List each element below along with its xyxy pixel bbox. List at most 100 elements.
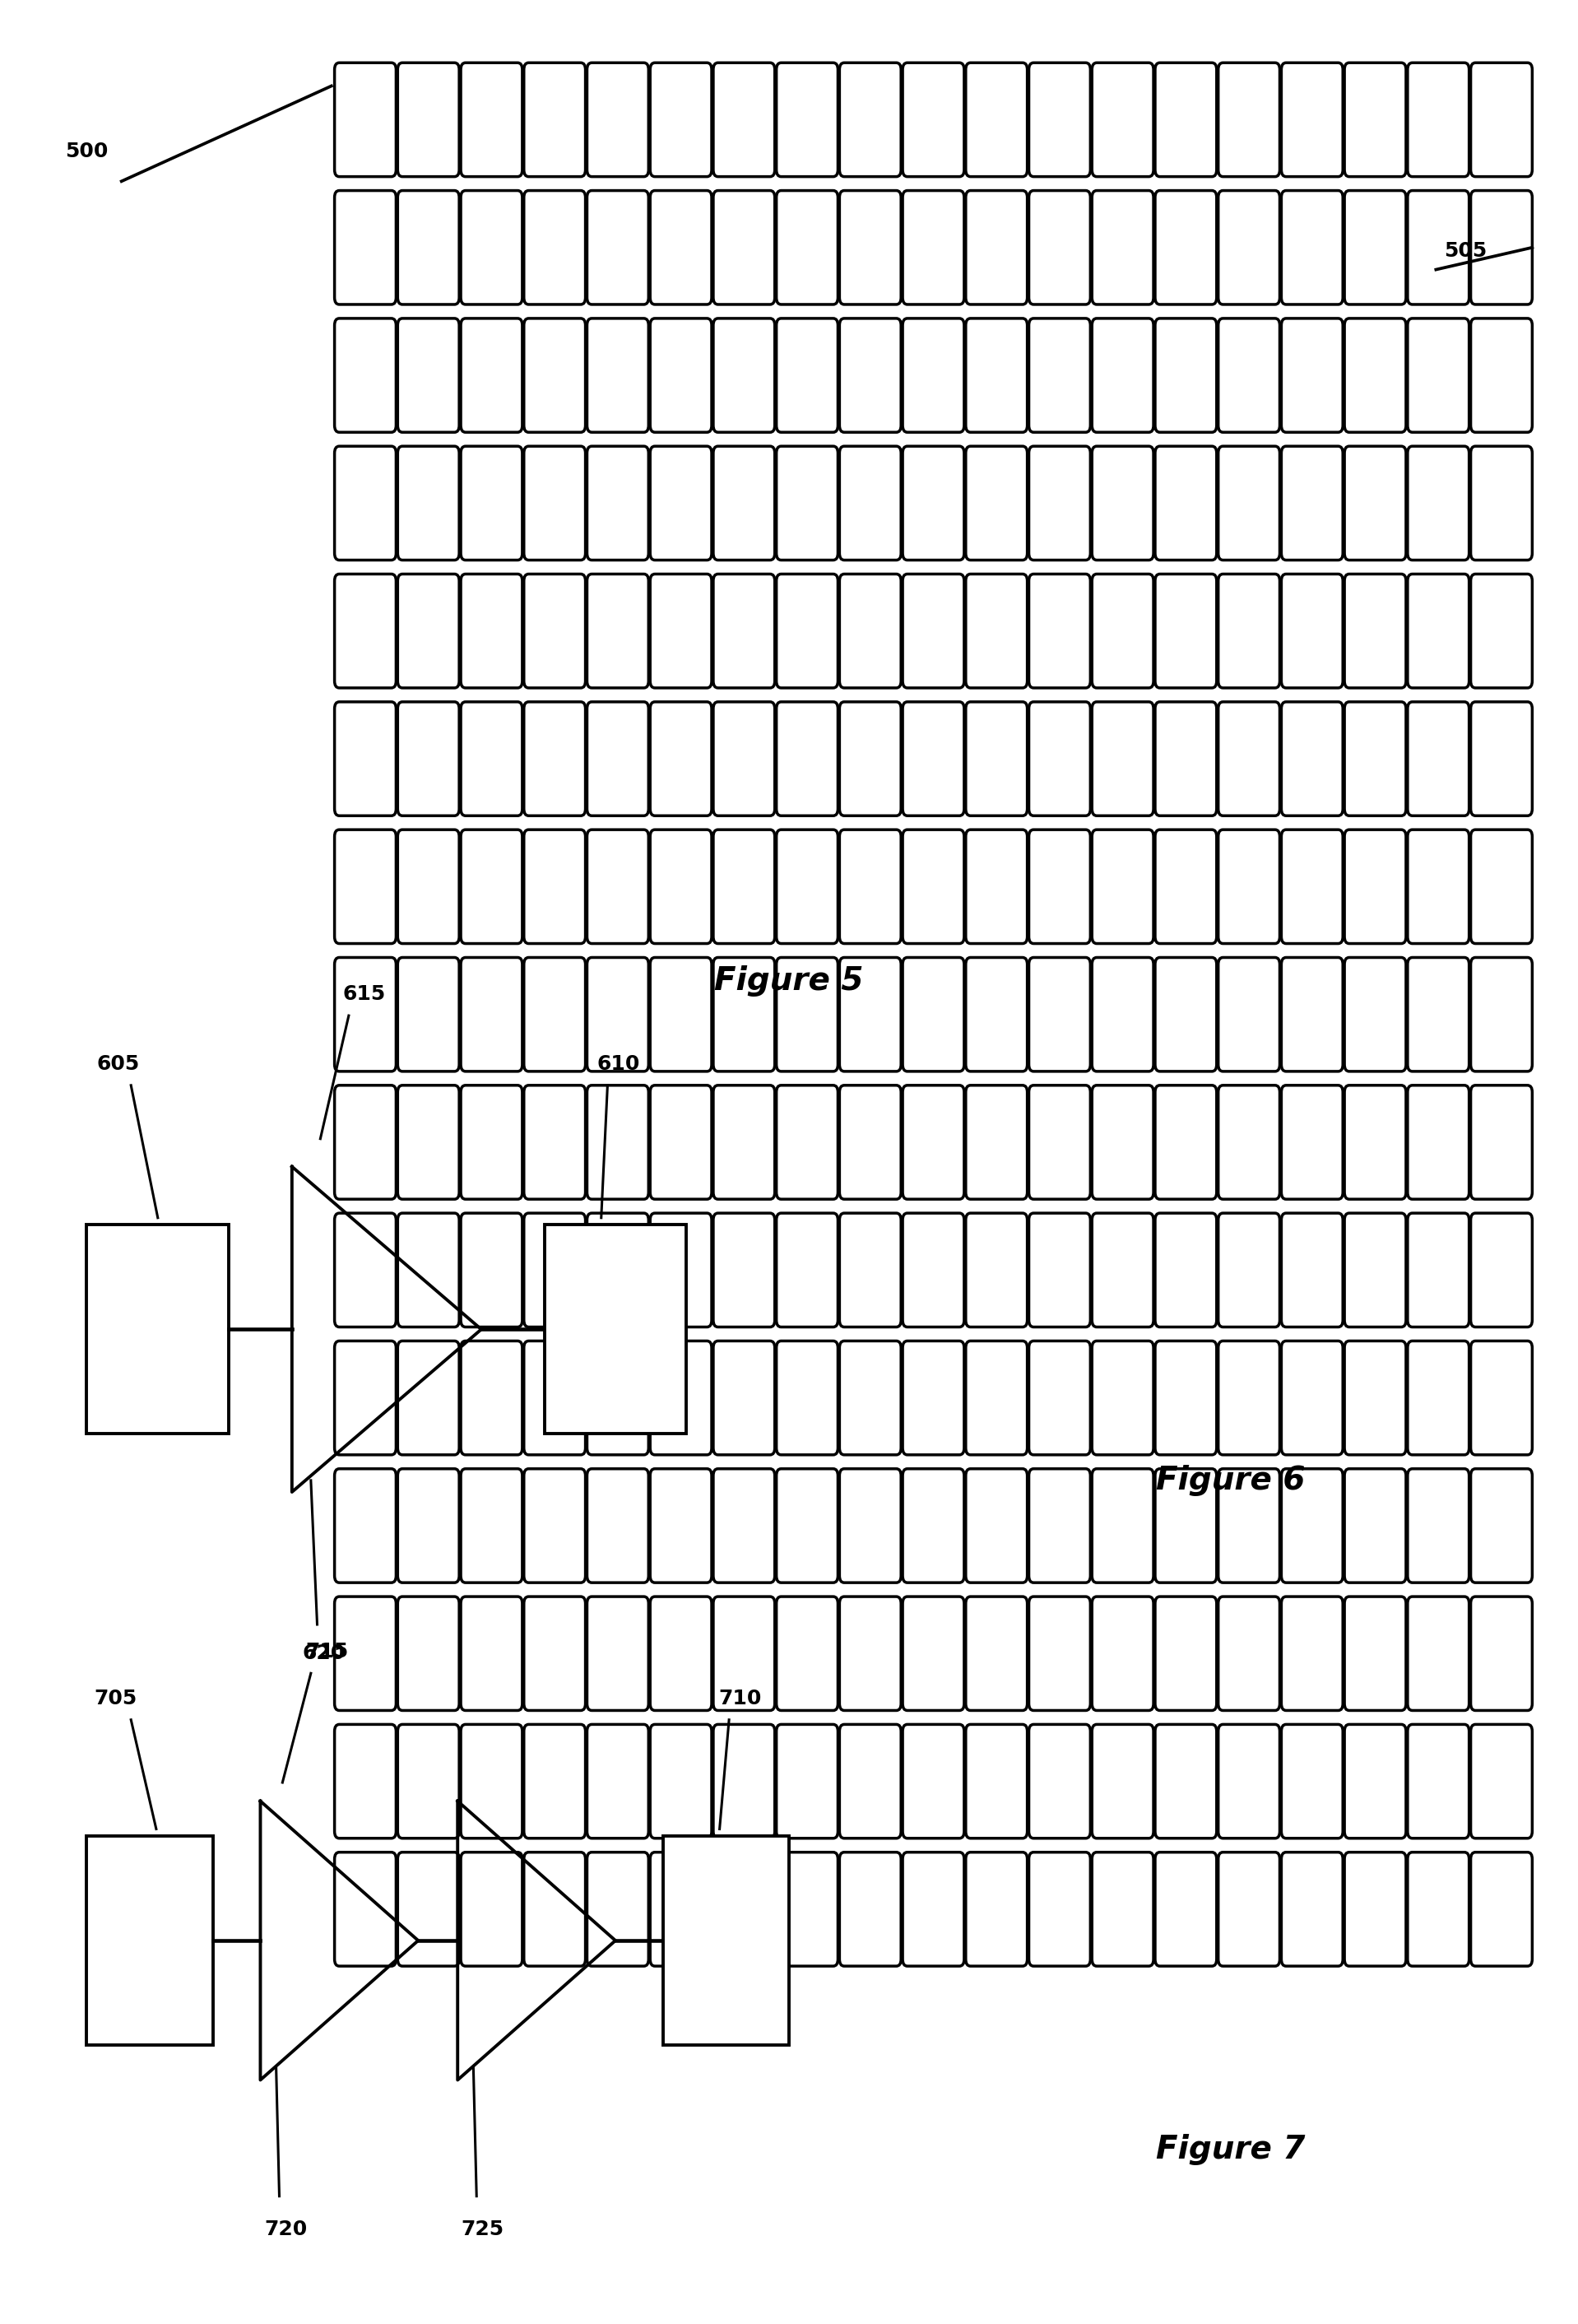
FancyBboxPatch shape xyxy=(335,63,396,177)
FancyBboxPatch shape xyxy=(776,1597,838,1710)
FancyBboxPatch shape xyxy=(1408,1597,1469,1710)
FancyBboxPatch shape xyxy=(1281,1852,1343,1966)
FancyBboxPatch shape xyxy=(1155,63,1217,177)
FancyBboxPatch shape xyxy=(650,1085,712,1199)
FancyBboxPatch shape xyxy=(587,830,649,944)
FancyBboxPatch shape xyxy=(1029,191,1090,304)
FancyBboxPatch shape xyxy=(1092,702,1154,816)
FancyBboxPatch shape xyxy=(1218,1085,1280,1199)
FancyBboxPatch shape xyxy=(1471,1469,1532,1583)
FancyBboxPatch shape xyxy=(335,1341,396,1455)
FancyBboxPatch shape xyxy=(398,1469,459,1583)
FancyBboxPatch shape xyxy=(1218,1341,1280,1455)
FancyBboxPatch shape xyxy=(839,1085,901,1199)
FancyBboxPatch shape xyxy=(713,1469,775,1583)
FancyBboxPatch shape xyxy=(713,830,775,944)
FancyBboxPatch shape xyxy=(713,318,775,432)
FancyBboxPatch shape xyxy=(1281,1213,1343,1327)
FancyBboxPatch shape xyxy=(1092,1341,1154,1455)
FancyBboxPatch shape xyxy=(1471,1852,1532,1966)
FancyBboxPatch shape xyxy=(650,446,712,560)
FancyBboxPatch shape xyxy=(1092,1852,1154,1966)
FancyBboxPatch shape xyxy=(1281,1724,1343,1838)
Text: 610: 610 xyxy=(596,1055,641,1074)
FancyBboxPatch shape xyxy=(966,1852,1027,1966)
FancyBboxPatch shape xyxy=(776,574,838,688)
FancyBboxPatch shape xyxy=(1281,1085,1343,1199)
FancyBboxPatch shape xyxy=(1155,1852,1217,1966)
FancyBboxPatch shape xyxy=(650,957,712,1071)
FancyBboxPatch shape xyxy=(335,1724,396,1838)
FancyBboxPatch shape xyxy=(1471,957,1532,1071)
FancyBboxPatch shape xyxy=(524,1469,585,1583)
FancyBboxPatch shape xyxy=(1092,574,1154,688)
FancyBboxPatch shape xyxy=(1218,1724,1280,1838)
FancyBboxPatch shape xyxy=(839,1469,901,1583)
FancyBboxPatch shape xyxy=(1471,1213,1532,1327)
FancyBboxPatch shape xyxy=(1281,1597,1343,1710)
FancyBboxPatch shape xyxy=(587,446,649,560)
FancyBboxPatch shape xyxy=(587,63,649,177)
FancyBboxPatch shape xyxy=(1344,1213,1406,1327)
FancyBboxPatch shape xyxy=(1092,1213,1154,1327)
FancyBboxPatch shape xyxy=(587,1724,649,1838)
FancyBboxPatch shape xyxy=(966,1341,1027,1455)
FancyBboxPatch shape xyxy=(1281,191,1343,304)
FancyBboxPatch shape xyxy=(587,191,649,304)
FancyBboxPatch shape xyxy=(1471,191,1532,304)
FancyBboxPatch shape xyxy=(398,1597,459,1710)
FancyBboxPatch shape xyxy=(839,446,901,560)
FancyBboxPatch shape xyxy=(1029,830,1090,944)
FancyBboxPatch shape xyxy=(839,1213,901,1327)
FancyBboxPatch shape xyxy=(1344,63,1406,177)
FancyBboxPatch shape xyxy=(1218,318,1280,432)
FancyBboxPatch shape xyxy=(1155,191,1217,304)
FancyBboxPatch shape xyxy=(776,1085,838,1199)
FancyBboxPatch shape xyxy=(839,1724,901,1838)
Text: 725: 725 xyxy=(461,2219,505,2238)
FancyBboxPatch shape xyxy=(839,191,901,304)
Text: Figure 5: Figure 5 xyxy=(715,964,863,997)
FancyBboxPatch shape xyxy=(650,702,712,816)
FancyBboxPatch shape xyxy=(1281,318,1343,432)
FancyBboxPatch shape xyxy=(524,1597,585,1710)
FancyBboxPatch shape xyxy=(398,63,459,177)
FancyBboxPatch shape xyxy=(335,1852,396,1966)
FancyBboxPatch shape xyxy=(903,1597,964,1710)
FancyBboxPatch shape xyxy=(839,63,901,177)
FancyBboxPatch shape xyxy=(524,1852,585,1966)
FancyBboxPatch shape xyxy=(776,1469,838,1583)
FancyBboxPatch shape xyxy=(587,1852,649,1966)
FancyBboxPatch shape xyxy=(335,830,396,944)
FancyBboxPatch shape xyxy=(1218,830,1280,944)
Text: 620: 620 xyxy=(301,1643,346,1662)
FancyBboxPatch shape xyxy=(966,318,1027,432)
FancyBboxPatch shape xyxy=(903,191,964,304)
Text: Figure 7: Figure 7 xyxy=(1157,2133,1305,2166)
FancyBboxPatch shape xyxy=(1155,318,1217,432)
FancyBboxPatch shape xyxy=(650,1724,712,1838)
FancyBboxPatch shape xyxy=(461,191,522,304)
FancyBboxPatch shape xyxy=(1092,830,1154,944)
FancyBboxPatch shape xyxy=(1408,702,1469,816)
FancyBboxPatch shape xyxy=(1092,63,1154,177)
FancyBboxPatch shape xyxy=(1344,1085,1406,1199)
FancyBboxPatch shape xyxy=(587,1213,649,1327)
FancyBboxPatch shape xyxy=(650,830,712,944)
FancyBboxPatch shape xyxy=(587,318,649,432)
FancyBboxPatch shape xyxy=(461,63,522,177)
FancyBboxPatch shape xyxy=(1029,1724,1090,1838)
FancyBboxPatch shape xyxy=(587,1085,649,1199)
FancyBboxPatch shape xyxy=(1344,830,1406,944)
FancyBboxPatch shape xyxy=(461,446,522,560)
Text: 715: 715 xyxy=(305,1643,349,1662)
FancyBboxPatch shape xyxy=(1408,63,1469,177)
FancyBboxPatch shape xyxy=(524,63,585,177)
FancyBboxPatch shape xyxy=(1218,1469,1280,1583)
FancyBboxPatch shape xyxy=(461,574,522,688)
FancyBboxPatch shape xyxy=(839,1597,901,1710)
FancyBboxPatch shape xyxy=(1471,702,1532,816)
FancyBboxPatch shape xyxy=(524,446,585,560)
FancyBboxPatch shape xyxy=(903,446,964,560)
FancyBboxPatch shape xyxy=(1155,830,1217,944)
